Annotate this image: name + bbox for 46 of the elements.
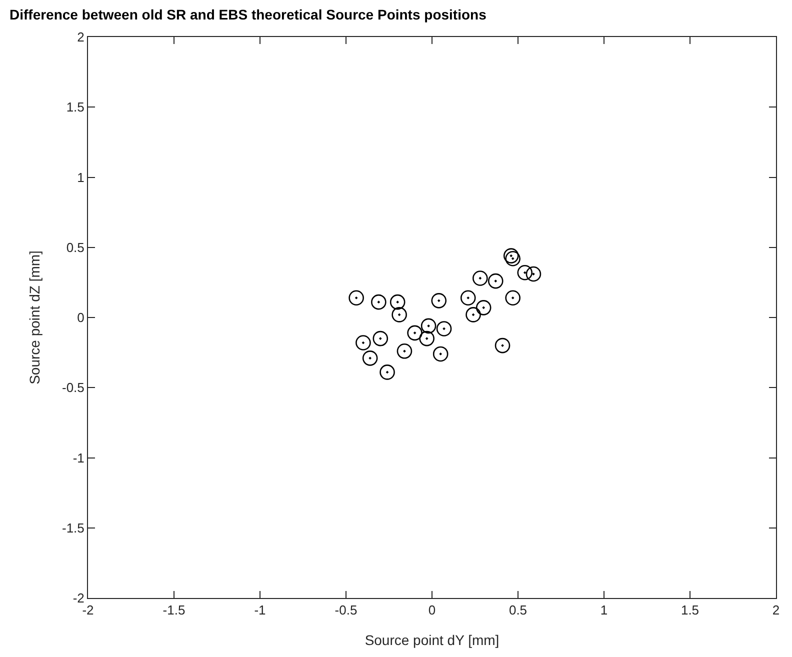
- y-tick-label: 1.5: [66, 100, 84, 115]
- point: [436, 321, 452, 336]
- x-tick-label: 2: [772, 602, 780, 618]
- y-tick-label: 1: [77, 170, 84, 185]
- x-tick-label: -1: [254, 602, 266, 618]
- point: [505, 290, 520, 306]
- point: [431, 293, 447, 308]
- point: [380, 364, 395, 380]
- x-tick-label: 0.5: [508, 602, 528, 618]
- x-tick-label: -1.5: [162, 602, 186, 618]
- point: [396, 344, 412, 359]
- x-tick-label: 1.5: [680, 602, 700, 618]
- chart-title: Difference between old SR and EBS theoretical Source Points positions: [10, 6, 487, 23]
- y-tick-label: -2: [72, 590, 84, 606]
- point: [372, 330, 388, 346]
- point: [420, 318, 436, 334]
- point: [419, 330, 434, 346]
- y-tick-label: -0.5: [62, 380, 84, 396]
- point: [476, 300, 492, 316]
- point: [494, 338, 510, 354]
- point: [362, 350, 378, 366]
- y-tick-label: -1: [72, 450, 84, 466]
- point: [407, 325, 422, 341]
- point: [466, 307, 481, 322]
- y-tick-label: 2: [77, 30, 84, 45]
- point: [526, 266, 542, 282]
- y-axis-title: Source point dZ [mm]: [26, 250, 43, 384]
- point: [460, 290, 476, 306]
- point: [488, 273, 504, 289]
- point: [472, 270, 488, 286]
- point: [505, 250, 520, 266]
- point: [432, 346, 448, 362]
- x-tick-label: -0.5: [334, 602, 358, 618]
- x-axis-title: Source point dY [mm]: [364, 632, 500, 648]
- y-tick-label: 0.5: [66, 240, 84, 255]
- point: [390, 294, 406, 310]
- point: [371, 294, 386, 310]
- y-tick-label: 0: [77, 310, 84, 326]
- x-tick-label: 0: [428, 602, 436, 618]
- point: [392, 307, 407, 322]
- point: [356, 335, 371, 350]
- x-tick-label: 1: [600, 602, 608, 618]
- point: [517, 264, 533, 280]
- point: [503, 248, 519, 264]
- point: [348, 290, 364, 306]
- y-tick-label: -1.5: [62, 520, 84, 536]
